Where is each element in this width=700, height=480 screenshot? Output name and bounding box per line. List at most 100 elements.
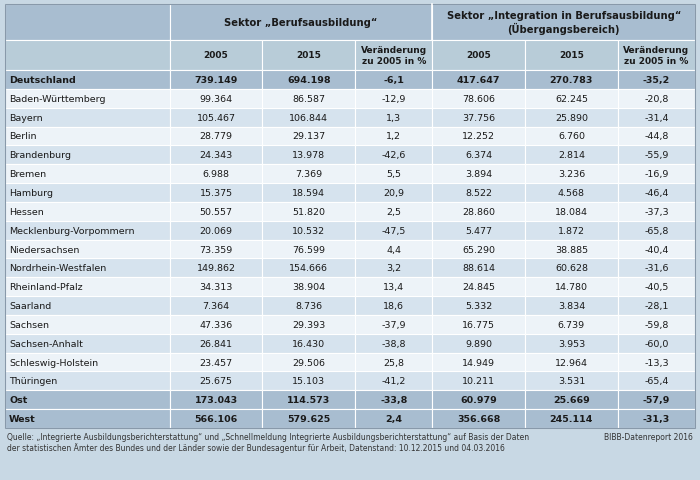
Bar [5, 203, 170, 221]
Text: 270.783: 270.783 [550, 76, 593, 85]
Bar [5, 5, 695, 428]
Text: 14.949: 14.949 [462, 358, 495, 367]
Text: 2,4: 2,4 [385, 414, 402, 423]
Text: Ost: Ost [9, 396, 27, 404]
Bar [170, 353, 262, 372]
Text: 2.814: 2.814 [558, 151, 585, 160]
Bar [170, 108, 262, 127]
Text: 3.834: 3.834 [558, 301, 585, 311]
Bar [5, 221, 170, 240]
Bar [525, 391, 618, 409]
Bar [525, 108, 618, 127]
Text: -44,8: -44,8 [644, 132, 668, 141]
Bar [355, 409, 433, 428]
Bar [262, 240, 355, 259]
Text: 23.457: 23.457 [199, 358, 232, 367]
Bar [170, 71, 262, 90]
Bar [170, 391, 262, 409]
Text: -20,8: -20,8 [644, 95, 668, 104]
Text: Sektor „Integration in Berufsausbildung“
(Übergangsbereich): Sektor „Integration in Berufsausbildung“… [447, 11, 681, 35]
Text: 26.841: 26.841 [199, 339, 232, 348]
Bar [355, 127, 433, 146]
Bar [525, 165, 618, 184]
Bar [170, 184, 262, 203]
Bar [170, 41, 262, 71]
Bar [170, 297, 262, 315]
Text: Berlin: Berlin [9, 132, 36, 141]
Text: -65,8: -65,8 [644, 226, 668, 235]
Text: 6.739: 6.739 [558, 320, 585, 329]
Bar [618, 71, 695, 90]
Bar [262, 409, 355, 428]
Text: 154.666: 154.666 [289, 264, 328, 273]
Text: 18,6: 18,6 [384, 301, 405, 311]
Bar [170, 203, 262, 221]
Text: -55,9: -55,9 [644, 151, 668, 160]
Bar [618, 391, 695, 409]
Text: -40,4: -40,4 [644, 245, 668, 254]
Text: 566.106: 566.106 [195, 414, 238, 423]
Text: 245.114: 245.114 [550, 414, 593, 423]
Text: 739.149: 739.149 [195, 76, 238, 85]
Bar [525, 334, 618, 353]
Bar [433, 315, 525, 334]
Bar [355, 278, 433, 297]
Text: 4,4: 4,4 [386, 245, 401, 254]
Text: 3,2: 3,2 [386, 264, 401, 273]
Text: Hessen: Hessen [9, 207, 43, 216]
Bar [5, 184, 170, 203]
Text: 18.084: 18.084 [555, 207, 588, 216]
Text: -37,9: -37,9 [382, 320, 406, 329]
Text: 6.988: 6.988 [202, 170, 230, 179]
Text: -60,0: -60,0 [644, 339, 668, 348]
Bar [262, 334, 355, 353]
Bar [525, 315, 618, 334]
Text: 8.522: 8.522 [466, 189, 492, 198]
Text: 5.477: 5.477 [466, 226, 492, 235]
Text: -59,8: -59,8 [644, 320, 668, 329]
Bar [5, 372, 170, 391]
Text: 16.775: 16.775 [462, 320, 495, 329]
Bar [618, 297, 695, 315]
Bar [525, 297, 618, 315]
Bar [618, 184, 695, 203]
Bar [262, 108, 355, 127]
Text: -57,9: -57,9 [643, 396, 670, 404]
Bar [355, 259, 433, 278]
Bar [5, 41, 170, 71]
Bar [525, 372, 618, 391]
Bar [618, 240, 695, 259]
Text: -31,3: -31,3 [643, 414, 670, 423]
Bar [618, 259, 695, 278]
Text: 13.978: 13.978 [292, 151, 326, 160]
Bar [355, 146, 433, 165]
Bar [433, 391, 525, 409]
Text: 10.532: 10.532 [292, 226, 326, 235]
Text: 694.198: 694.198 [287, 76, 330, 85]
Bar [525, 409, 618, 428]
Bar [262, 203, 355, 221]
Bar [5, 334, 170, 353]
Bar [170, 127, 262, 146]
Text: 149.862: 149.862 [197, 264, 236, 273]
Text: 62.245: 62.245 [555, 95, 588, 104]
Bar [433, 184, 525, 203]
Text: 51.820: 51.820 [293, 207, 326, 216]
Bar [618, 353, 695, 372]
Bar [170, 240, 262, 259]
Text: 114.573: 114.573 [287, 396, 330, 404]
Text: 7.364: 7.364 [202, 301, 230, 311]
Bar [262, 165, 355, 184]
Bar [525, 184, 618, 203]
Bar [170, 372, 262, 391]
Bar [262, 315, 355, 334]
Bar [262, 184, 355, 203]
Bar [433, 203, 525, 221]
Bar [170, 146, 262, 165]
Bar [170, 221, 262, 240]
Text: 88.614: 88.614 [462, 264, 495, 273]
Bar [525, 240, 618, 259]
Text: Thüringen: Thüringen [9, 377, 57, 385]
Bar [5, 127, 170, 146]
Text: 6.374: 6.374 [466, 151, 492, 160]
